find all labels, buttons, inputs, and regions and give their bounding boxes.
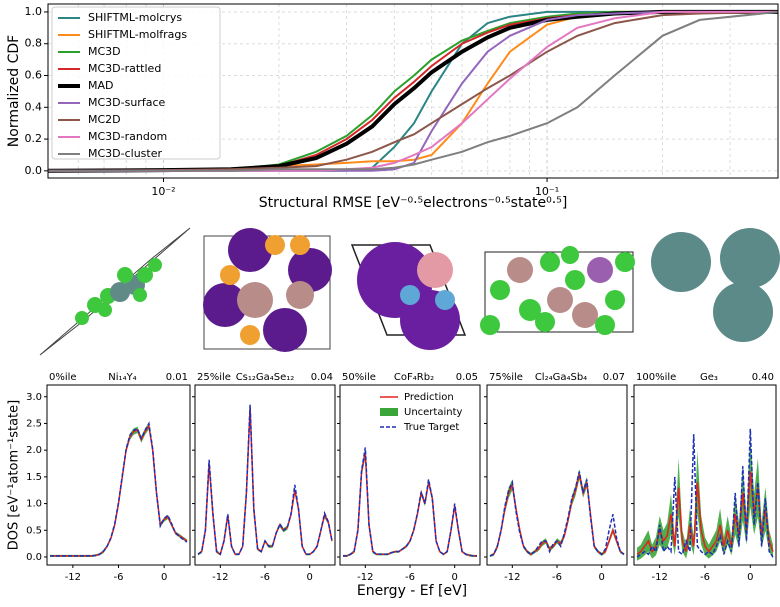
legend-box xyxy=(51,6,221,160)
cdf-line xyxy=(48,10,779,172)
y-tick-label: 1.5 xyxy=(26,472,42,483)
x-tick-label: 0 xyxy=(451,572,457,583)
panel-rmse: 0.01 xyxy=(166,372,188,383)
legend-label: MC2D xyxy=(88,113,121,126)
panel-percentile: 100%ile xyxy=(636,372,676,383)
structure-1 xyxy=(39,227,191,356)
structure-3 xyxy=(350,242,467,350)
x-tick-label: -12 xyxy=(357,572,373,583)
legend-label: MC3D-random xyxy=(88,130,167,143)
uncertainty-band xyxy=(50,422,187,557)
prediction-line xyxy=(50,424,188,557)
x-tick-label: 0 xyxy=(747,572,753,583)
structure-4 xyxy=(480,246,635,335)
legend-label: Uncertainty xyxy=(404,407,463,418)
legend-swatch xyxy=(380,408,398,416)
x-tick-label: 0 xyxy=(161,572,167,583)
legend-label: Prediction xyxy=(404,392,454,403)
legend-label: MC3D-cluster xyxy=(88,147,162,160)
panel-formula: Cs₁₂Ga₄Se₁₂ xyxy=(236,372,295,383)
panel-rmse: 0.40 xyxy=(752,372,774,383)
structures xyxy=(39,227,780,356)
legend-label: MAD xyxy=(88,79,114,92)
x-tick-label: -12 xyxy=(65,572,81,583)
structure-2 xyxy=(203,228,332,352)
panel-frame xyxy=(194,384,336,566)
prediction-line xyxy=(197,407,333,556)
panel-formula: Ni₁₄Y₄ xyxy=(108,372,136,383)
x-tick-label: 0 xyxy=(306,572,312,583)
panel-formula: Ge₃ xyxy=(700,372,718,383)
legend-label: MC3D-surface xyxy=(88,96,165,109)
panel-frame xyxy=(486,384,628,566)
panel-percentile: 0%ile xyxy=(49,372,77,383)
y-tick-label: 1.0 xyxy=(25,5,43,18)
true-target-line xyxy=(489,471,625,557)
y-tick-label: 0.2 xyxy=(25,132,43,145)
panel-formula: Cl₂₄Ga₄Sb₄ xyxy=(535,372,587,383)
panel-rmse: 0.07 xyxy=(603,372,625,383)
x-tick-label: -6 xyxy=(260,572,270,583)
y-tick-label: 0.8 xyxy=(25,37,43,50)
y-axis-label: DOS [eV⁻¹atom⁻¹state] xyxy=(7,400,22,550)
x-tick-label: -6 xyxy=(114,572,124,583)
legend-label: SHIFTML-molfrags xyxy=(88,28,187,41)
cdf-line xyxy=(47,10,779,172)
x-tick-label: -12 xyxy=(504,572,520,583)
true-target-line xyxy=(636,428,774,558)
x-axis-label: Structural RMSE [eV⁻⁰·⁵electrons⁻⁰·⁵stat… xyxy=(259,195,568,211)
true-target-line xyxy=(343,447,477,557)
y-tick-label: 0.0 xyxy=(26,552,42,563)
x-tick-label: -6 xyxy=(700,572,710,583)
uncertainty-band xyxy=(490,468,624,557)
true-target-line xyxy=(50,421,188,557)
y-tick-label: 0.0 xyxy=(25,164,43,177)
x-tick-label: 10⁻² xyxy=(151,185,175,198)
y-axis-label: Normalized CDF xyxy=(6,35,22,147)
panel-frame xyxy=(46,384,191,566)
panel-percentile: 75%ile xyxy=(489,372,523,383)
x-axis-label: Energy - Ef [eV] xyxy=(357,583,467,599)
panel-percentile: 25%ile xyxy=(197,372,231,383)
prediction-line xyxy=(636,471,774,555)
legend-label: SHIFTML-molcrys xyxy=(88,11,182,24)
panel-frame xyxy=(633,384,777,566)
y-tick-label: 3.0 xyxy=(26,392,42,403)
x-tick-label: 10⁻¹ xyxy=(535,185,559,198)
plot-frame xyxy=(47,3,779,179)
x-tick-label: -12 xyxy=(212,572,228,583)
x-tick-label: 0 xyxy=(598,572,604,583)
panel-rmse: 0.04 xyxy=(311,372,333,383)
x-tick-label: -12 xyxy=(652,572,668,583)
panel-frame xyxy=(339,384,481,566)
uncertainty-band xyxy=(198,402,332,556)
true-target-line xyxy=(197,404,333,556)
legend-label: True Target xyxy=(403,422,459,433)
y-tick-label: 0.6 xyxy=(25,69,43,82)
panel-percentile: 50%ile xyxy=(342,372,376,383)
legend-label: MC3D-rattled xyxy=(88,62,161,75)
x-tick-label: -6 xyxy=(405,572,415,583)
cdf-line xyxy=(48,10,778,172)
y-tick-label: 2.5 xyxy=(26,418,42,429)
y-tick-label: 0.4 xyxy=(25,100,43,113)
panel-formula: CoF₄Rb₂ xyxy=(394,372,434,383)
y-tick-label: 2.0 xyxy=(26,445,42,456)
legend-label: MC3D xyxy=(88,45,121,58)
x-tick-label: -6 xyxy=(552,572,562,583)
structure-5 xyxy=(651,228,780,342)
y-tick-label: 1.0 xyxy=(26,499,42,510)
panel-rmse: 0.05 xyxy=(456,372,478,383)
y-tick-label: 0.5 xyxy=(26,525,42,536)
